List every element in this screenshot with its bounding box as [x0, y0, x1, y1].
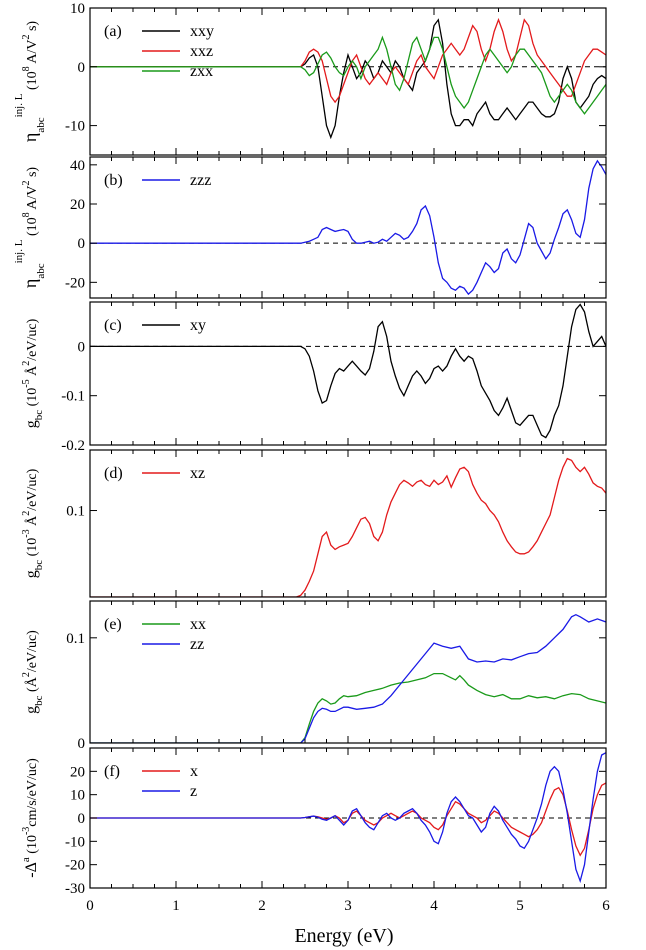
y-tick-label: 0.1	[66, 504, 85, 520]
y-tick-label: 10	[70, 788, 85, 804]
panel-label: (f)	[104, 763, 120, 780]
x-axis-label: Energy (eV)	[294, 925, 393, 947]
y-tick-label: 20	[70, 197, 85, 213]
plot-frame	[89, 600, 607, 744]
series-line-zz	[90, 613, 606, 743]
legend-label: z	[190, 783, 197, 800]
series-line-xx	[90, 672, 606, 743]
panel-label: (c)	[104, 317, 122, 334]
series-line-xxz	[90, 17, 606, 104]
y-tick-label: 0	[78, 811, 86, 827]
y-axis-label: ηabcinj. L (108 A/V2 s)	[13, 21, 47, 142]
y-tick-label: -0.2	[61, 438, 85, 454]
panel-a: 10 0 -10 (a) xxy xxz zxx ηabcinj. L (108 A/V2 s…	[13, 1, 607, 156]
series-line-zxx	[90, 35, 606, 115]
y-axis-label: gbc (10-5 Å2/eV/uc)	[21, 318, 45, 428]
y-axis-label: gbc (10-3 Å2/eV/uc)	[21, 468, 45, 578]
x-tick-label: 5	[516, 898, 524, 914]
x-tick-label: 6	[602, 898, 610, 914]
panel-label: (d)	[104, 465, 123, 482]
panel-f: 20 10 0 -10 -20 -30 (f) xz -Δa (10-3cm/s/eV/uc)	[20, 747, 607, 897]
x-tick-label: 3	[344, 898, 352, 914]
y-tick-label: 0	[78, 236, 86, 252]
y-tick-label: 0	[78, 736, 86, 752]
y-tick-label: 20	[70, 764, 85, 780]
legend-label: zz	[190, 636, 204, 653]
series-line-z	[90, 752, 606, 884]
y-tick-label: 0	[78, 339, 86, 355]
plot-frame	[89, 7, 607, 156]
series-line-xz	[90, 457, 606, 597]
plot-frame	[89, 449, 607, 598]
plot-frame	[89, 301, 607, 446]
panel-d: 0.1 (d) xz gbc (10-3 Å2/eV/uc)	[21, 449, 607, 598]
y-tick-label: -10	[65, 834, 85, 850]
y-axis-label: gbc (Å2/eV/uc)	[21, 630, 45, 714]
series-line-xxy	[90, 18, 606, 140]
panel-b: 40 20 0 -20 (b) zzz ηabcinj. L (108 A/V2 s)	[13, 156, 607, 299]
y-axis-label: ηabcinj. L (108 A/V2 s)	[13, 167, 47, 288]
legend-label: xx	[190, 616, 206, 633]
series-line-xy	[90, 303, 606, 439]
panel-c: 0 -0.1 -0.2 (c) xy gbc (10-5 Å2/eV/uc)	[21, 301, 607, 454]
legend-label: xxz	[190, 43, 213, 60]
legend-label: zzz	[190, 172, 211, 189]
legend-label: zxx	[190, 63, 213, 80]
y-tick-label: -30	[65, 881, 85, 897]
panel-e: 0.1 0 (e) xx zz gbc (Å2/eV/uc)	[21, 600, 607, 752]
y-tick-label: -20	[65, 858, 85, 874]
panel-label: (a)	[104, 23, 122, 40]
y-tick-label: 0	[78, 60, 86, 76]
y-tick-label: -0.1	[61, 389, 85, 405]
x-tick-label: 0	[86, 898, 94, 914]
legend-label: xy	[190, 317, 206, 334]
x-tick-label: 2	[258, 898, 266, 914]
x-tick-label: 1	[172, 898, 180, 914]
y-axis-label: -Δa (10-3cm/s/eV/uc)	[20, 758, 40, 878]
x-tick-label: 4	[430, 898, 438, 914]
legend-label: xz	[190, 465, 205, 482]
y-tick-label: 40	[70, 158, 85, 174]
panel-label: (b)	[104, 172, 123, 189]
series-line-zzz	[90, 159, 606, 296]
y-tick-label: -10	[65, 119, 85, 135]
panel-label: (e)	[104, 616, 122, 633]
plot-frame	[89, 156, 607, 299]
y-tick-label: 10	[70, 1, 85, 17]
y-tick-label: -20	[65, 275, 85, 291]
legend-label: x	[190, 763, 198, 780]
y-tick-label: 0.1	[66, 631, 85, 647]
legend-label: xxy	[190, 23, 214, 40]
